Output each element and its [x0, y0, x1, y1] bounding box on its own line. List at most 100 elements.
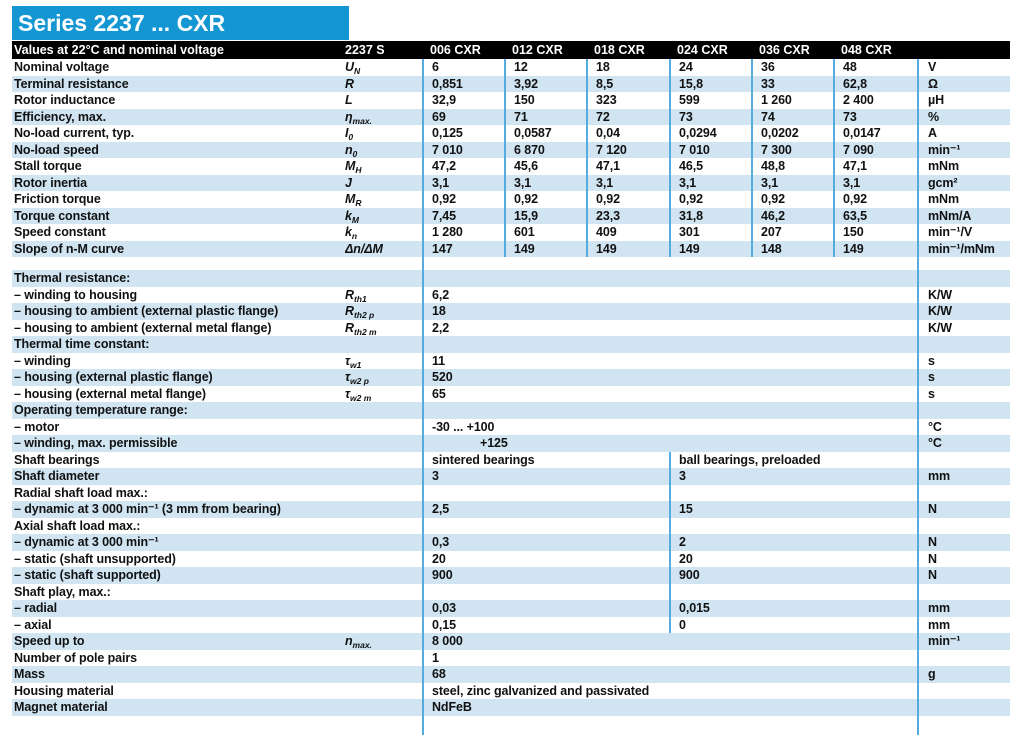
symbol-subscript: th1: [353, 293, 367, 304]
empty-cell: [422, 484, 669, 501]
value-cell: 47,1: [833, 158, 917, 175]
empty-cell: [669, 583, 917, 600]
symbol-cell: MR: [345, 192, 362, 208]
symbol-cell: J: [345, 175, 352, 190]
value-cell-sintered: 0,03: [422, 600, 669, 617]
row-label: Radial shaft load max.:: [14, 485, 148, 500]
symbol-subscript: N: [353, 66, 361, 76]
spec-row: – radial 0,03 0,015 mm: [12, 600, 1010, 617]
value-cell-sintered: 0,15: [422, 616, 669, 633]
row-label: Slope of n-M curve: [14, 241, 125, 256]
unit-cell: K/W: [917, 303, 1010, 320]
spec-row: Speed up to nmax. 8 000 min⁻¹: [12, 633, 1010, 650]
value-cell: 7 300: [751, 141, 833, 158]
spec-row: – motor -30 ... +100 °C: [12, 418, 1010, 435]
value-cell: 323: [586, 92, 669, 109]
spec-row: – dynamic at 3 000 min⁻¹ (3 mm from bear…: [12, 501, 1010, 518]
value-cell: 0,0202: [751, 125, 833, 142]
row-label: Thermal resistance:: [14, 271, 131, 285]
value-cell: 3,1: [751, 174, 833, 191]
spec-row: – housing to ambient (external metal fla…: [12, 319, 1010, 337]
row-label: – housing to ambient (external metal fla…: [14, 320, 272, 335]
value-cell: 599: [669, 92, 751, 109]
row-label: – housing (external metal flange): [14, 386, 206, 401]
value-cell: 32,9: [422, 92, 504, 109]
column-header-012cxr: 012 CXR: [512, 43, 563, 57]
value-cell: 0,92: [586, 191, 669, 208]
symbol-cell: [345, 468, 422, 485]
unit-cell: N: [917, 550, 1010, 567]
column-header-006cxr: 006 CXR: [430, 43, 481, 57]
unit-cell: Ω: [917, 75, 1010, 92]
spec-row: Mass 68 g: [12, 666, 1010, 683]
spec-row: Rotor inductance L 32,9 150 323 599 1 260 2 400…: [12, 92, 1010, 109]
symbol-cell: [345, 534, 422, 551]
symbol-cell: [345, 584, 422, 601]
row-label: – housing (external plastic flange): [14, 370, 213, 384]
row-label: Housing material: [14, 683, 114, 698]
value-cell: 7 090: [833, 141, 917, 158]
page-title: Series 2237 ... CXR: [18, 10, 226, 36]
row-label: – axial: [14, 617, 52, 632]
symbol-cell: I0: [345, 126, 354, 142]
unit-cell: [917, 583, 1010, 600]
value-cell: 150: [833, 224, 917, 241]
symbol-cell: Rth2 p: [345, 304, 375, 320]
unit-cell: gcm²: [917, 174, 1010, 191]
empty-cell: [422, 270, 917, 287]
value-cell: 3,92: [504, 75, 586, 92]
table-header-bar: Values at 22°C and nominal voltage 2237 …: [12, 41, 1010, 59]
row-label: – housing to ambient (external plastic f…: [14, 304, 279, 318]
unit-cell: mNm: [917, 158, 1010, 175]
column-header-036cxr: 036 CXR: [759, 43, 810, 57]
value-cell: 301: [669, 224, 751, 241]
value-cell: 147: [422, 240, 504, 257]
symbol-cell: τw2 m: [345, 386, 372, 403]
empty-cell: [669, 484, 917, 501]
value-cell: 149: [669, 240, 751, 257]
value-cell: 0,0294: [669, 125, 751, 142]
unit-cell: %: [917, 108, 1010, 125]
row-label: – dynamic at 3 000 min⁻¹ (3 mm from bear…: [14, 502, 281, 516]
value-cell: 3,1: [586, 174, 669, 191]
value-cell: 8,5: [586, 75, 669, 92]
value-cell: 7 120: [586, 141, 669, 158]
value-cell: 47,2: [422, 158, 504, 175]
unit-cell: min⁻¹/V: [917, 224, 1010, 241]
value-cell: 0,04: [586, 125, 669, 142]
value-cell: 24: [669, 59, 751, 76]
value-cell: 0,0147: [833, 125, 917, 142]
value-cell: 8 000: [422, 633, 917, 650]
symbol-cell: [345, 617, 422, 634]
symbol-cell: kM: [345, 208, 359, 225]
unit-cell: °C: [917, 418, 1010, 435]
symbol-cell: n0: [345, 142, 358, 159]
value-cell: 0,92: [422, 191, 504, 208]
unit-cell: [917, 715, 1010, 735]
row-label: – winding to housing: [14, 287, 137, 302]
symbol-cell: [345, 699, 422, 716]
symbol-cell: [345, 336, 422, 353]
unit-cell: min⁻¹/mNm: [917, 240, 1010, 257]
empty-cell: [422, 257, 917, 270]
value-cell: 65: [422, 385, 917, 402]
value-cell: 409: [586, 224, 669, 241]
unit-cell: mm: [917, 600, 1010, 617]
value-cell-ball: 0: [669, 616, 917, 633]
symbol-cell: Rth2 m: [345, 320, 377, 337]
unit-cell: mm: [917, 616, 1010, 633]
row-label: Friction torque: [14, 192, 101, 206]
unit-cell: N: [917, 567, 1010, 584]
spec-row: Shaft diameter 3 3 mm: [12, 468, 1010, 485]
unit-cell: N: [917, 534, 1010, 551]
unit-cell: g: [917, 666, 1010, 683]
row-label: [12, 257, 345, 270]
value-cell: 150: [504, 92, 586, 109]
row-label: [12, 716, 345, 735]
value-cell: 3,1: [422, 174, 504, 191]
value-cell: 46,2: [751, 207, 833, 224]
value-cell: NdFeB: [422, 699, 917, 716]
value-cell: 0,92: [833, 191, 917, 208]
row-label: Axial shaft load max.:: [14, 518, 141, 533]
row-label: Efficiency, max.: [14, 109, 106, 124]
